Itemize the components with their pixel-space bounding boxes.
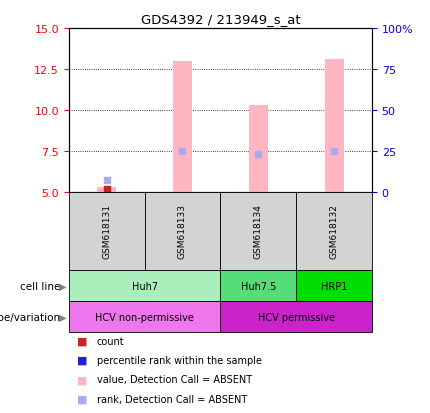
Text: rank, Detection Call = ABSENT: rank, Detection Call = ABSENT [97,394,247,404]
Text: Huh7.5: Huh7.5 [240,281,276,291]
Text: GSM618132: GSM618132 [329,204,338,259]
Text: GSM618131: GSM618131 [102,204,111,259]
Text: GSM618133: GSM618133 [178,204,187,259]
Text: percentile rank within the sample: percentile rank within the sample [97,355,262,365]
Text: ■: ■ [77,336,88,346]
Text: GSM618134: GSM618134 [254,204,263,259]
Bar [173,62,192,192]
Text: HCV non-permissive: HCV non-permissive [95,312,194,322]
Bar [325,60,344,192]
Text: genotype/variation: genotype/variation [0,312,60,322]
Text: Huh7: Huh7 [132,281,158,291]
Text: ▶: ▶ [59,281,67,291]
Text: ■: ■ [77,394,88,404]
Title: GDS4392 / 213949_s_at: GDS4392 / 213949_s_at [141,13,300,26]
Bar [97,187,116,192]
Text: HCV permissive: HCV permissive [258,312,335,322]
Text: value, Detection Call = ABSENT: value, Detection Call = ABSENT [97,375,252,385]
Text: HRP1: HRP1 [321,281,347,291]
Bar [249,106,268,192]
Text: ▶: ▶ [59,312,67,322]
Text: count: count [97,336,124,346]
Text: cell line: cell line [20,281,60,291]
Text: ■: ■ [77,355,88,365]
Text: ■: ■ [77,375,88,385]
